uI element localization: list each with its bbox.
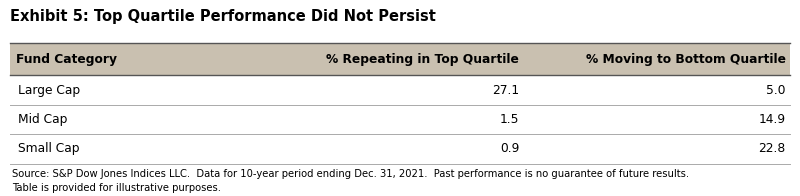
Text: % Repeating in Top Quartile: % Repeating in Top Quartile (326, 53, 519, 66)
Text: 27.1: 27.1 (492, 84, 519, 97)
Text: 14.9: 14.9 (758, 113, 786, 126)
Text: 5.0: 5.0 (766, 84, 786, 97)
Text: 22.8: 22.8 (758, 142, 786, 155)
Text: % Moving to Bottom Quartile: % Moving to Bottom Quartile (586, 53, 786, 66)
Text: 0.9: 0.9 (500, 142, 519, 155)
Text: Mid Cap: Mid Cap (18, 113, 67, 126)
Bar (10, 43, 790, 75)
Text: Small Cap: Small Cap (18, 142, 79, 155)
Text: Large Cap: Large Cap (18, 84, 80, 97)
Text: Exhibit 5: Top Quartile Performance Did Not Persist: Exhibit 5: Top Quartile Performance Did … (10, 9, 435, 24)
Text: 1.5: 1.5 (500, 113, 519, 126)
Text: Source: S&P Dow Jones Indices LLC.  Data for 10-year period ending Dec. 31, 2021: Source: S&P Dow Jones Indices LLC. Data … (12, 169, 689, 192)
Text: Fund Category: Fund Category (16, 53, 117, 66)
